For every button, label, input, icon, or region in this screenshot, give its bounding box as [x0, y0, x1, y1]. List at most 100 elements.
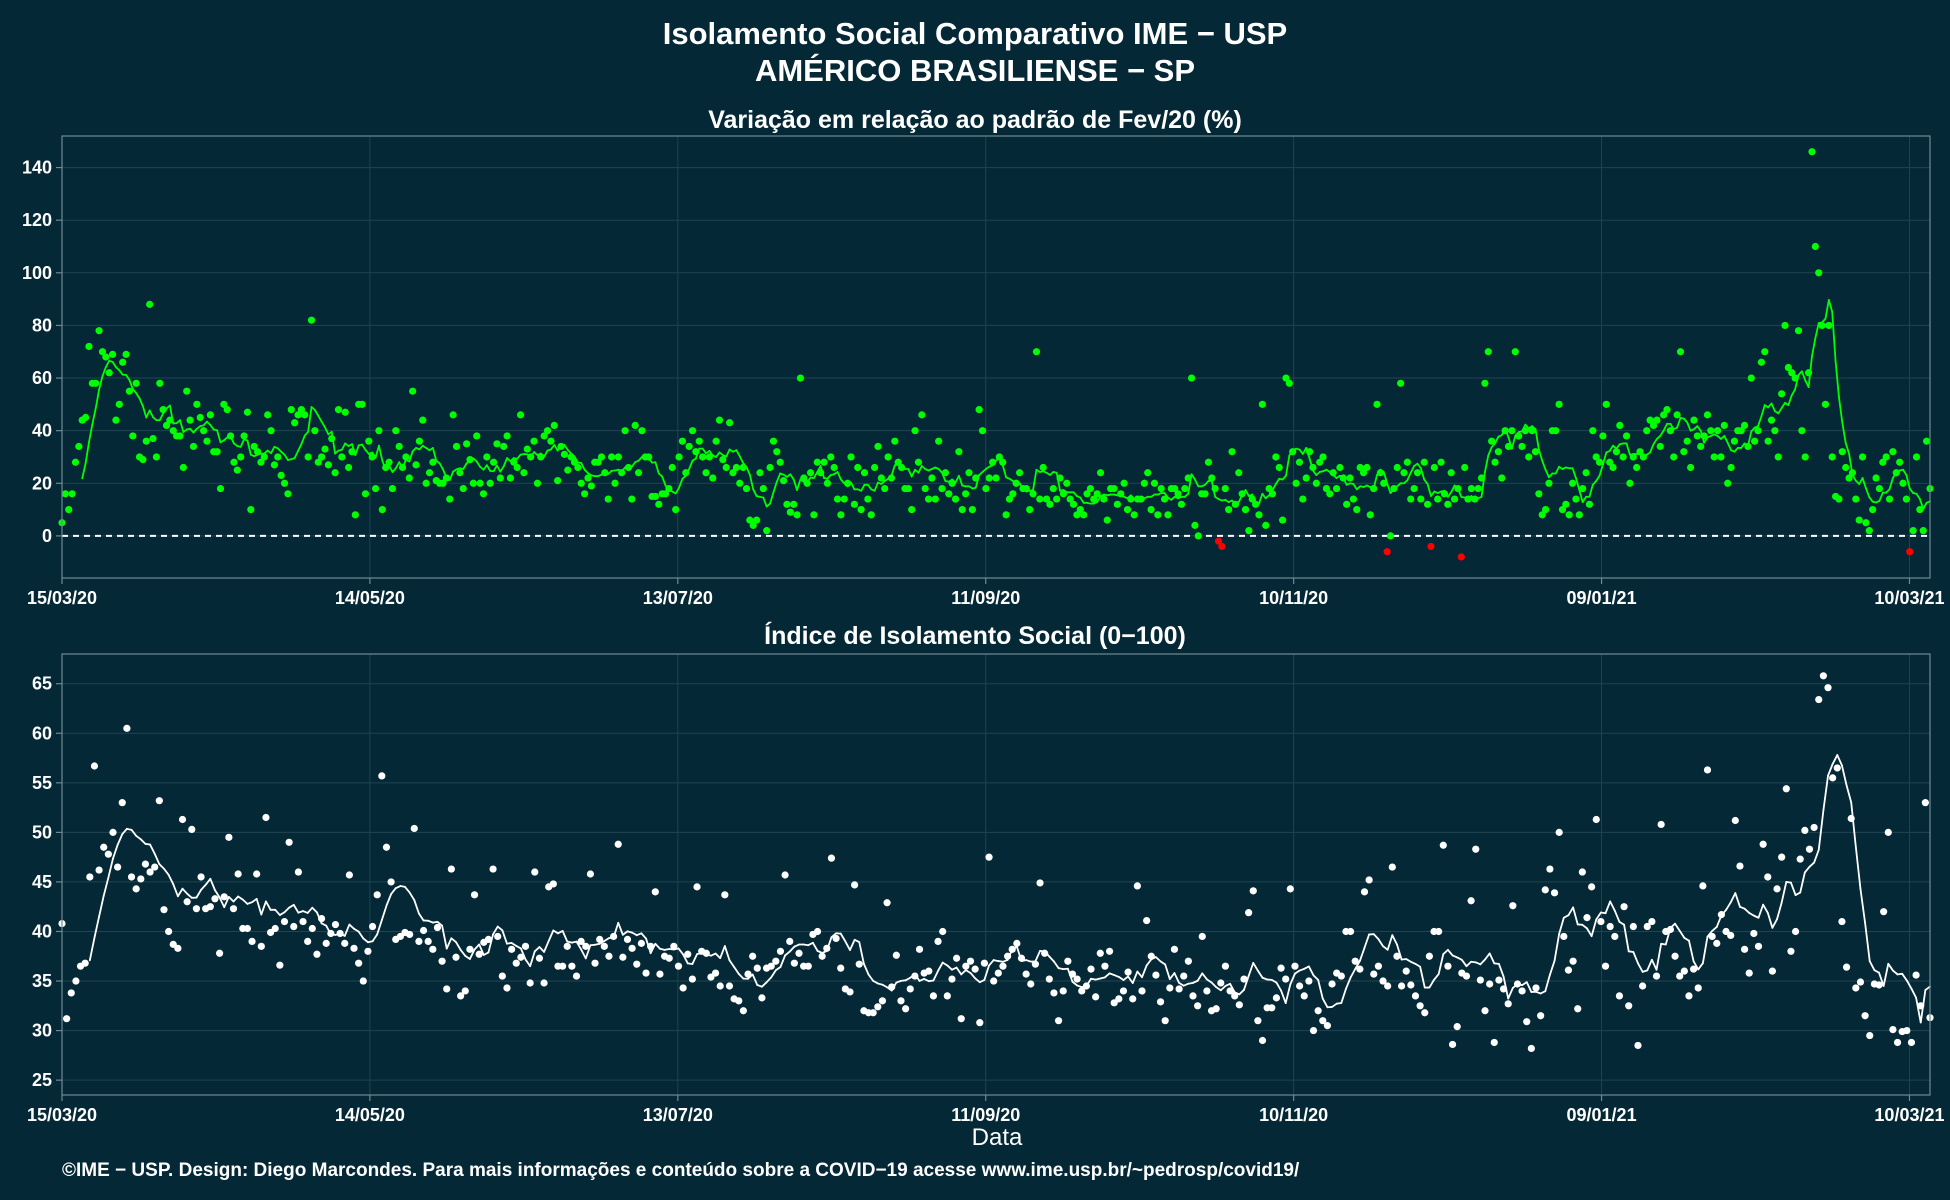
moving-average-segment — [752, 488, 758, 497]
data-point — [1602, 400, 1610, 408]
moving-average-segment — [1817, 809, 1825, 851]
moving-average-segment — [1888, 477, 1894, 491]
data-point — [968, 505, 976, 514]
moving-average-segment — [158, 412, 165, 422]
data-point — [715, 416, 724, 424]
data-point — [1626, 479, 1634, 487]
data-point — [971, 965, 979, 973]
data-point — [1555, 400, 1563, 408]
moving-average-segment — [850, 481, 856, 491]
data-point — [735, 997, 743, 1005]
data-point — [918, 411, 926, 419]
moving-average-segment — [849, 938, 856, 951]
data-point — [95, 327, 103, 335]
data-point — [1384, 982, 1392, 990]
data-point — [378, 772, 386, 780]
data-point — [1902, 495, 1910, 503]
data-point — [105, 369, 113, 377]
data-point — [368, 453, 376, 461]
moving-average-segment — [1678, 929, 1686, 939]
moving-average-segment — [1915, 996, 1922, 1024]
data-point — [832, 934, 840, 943]
data-point — [108, 350, 117, 358]
data-point — [61, 490, 69, 498]
y-tick-label: 140 — [22, 158, 52, 178]
data-point — [550, 421, 558, 430]
moving-average-segment — [496, 464, 502, 473]
data-point — [98, 348, 107, 356]
moving-average-segment — [1173, 972, 1180, 984]
data-point — [243, 924, 252, 933]
y-tick-label: 40 — [32, 921, 52, 941]
data-point — [1784, 363, 1792, 372]
moving-average-segment — [1048, 955, 1055, 963]
data-point — [1912, 453, 1921, 461]
data-point — [587, 482, 595, 490]
data-point — [141, 860, 150, 868]
moving-average-segment — [1553, 932, 1561, 962]
data-point — [1416, 1002, 1424, 1010]
variation-panel: 15/03/20 14/05/20 13/07/20 11/09/20 10/11/20… — [22, 135, 1945, 608]
moving-average-segment — [1340, 987, 1347, 1004]
data-point — [220, 893, 228, 901]
data-point — [1700, 432, 1708, 440]
moving-average-segment — [1331, 1002, 1338, 1008]
moving-average-segment — [1824, 298, 1830, 320]
data-point — [739, 1007, 747, 1015]
data-point — [493, 440, 501, 448]
data-point — [115, 400, 123, 408]
data-point — [1029, 490, 1037, 498]
data-point — [533, 479, 542, 487]
moving-average-segment — [1918, 498, 1925, 510]
moving-average-segment — [1104, 972, 1111, 979]
moving-average-segment — [1285, 454, 1291, 477]
moving-average-segment — [340, 442, 347, 451]
data-point — [827, 453, 835, 461]
data-point — [763, 527, 771, 535]
data-point — [146, 868, 154, 876]
data-point — [1564, 966, 1573, 974]
data-point — [655, 500, 663, 508]
data-point — [118, 799, 126, 807]
data-point — [1794, 327, 1803, 335]
data-point — [560, 450, 569, 458]
data-point — [796, 374, 805, 382]
data-point — [1444, 962, 1452, 970]
moving-average-segment — [867, 973, 875, 982]
data-point — [1889, 1025, 1897, 1034]
data-point — [1477, 474, 1486, 482]
moving-average-segment — [674, 486, 680, 495]
moving-average-segment — [839, 932, 847, 943]
moving-average-segment — [1190, 473, 1196, 481]
data-point — [1730, 437, 1739, 445]
data-point — [1092, 993, 1100, 1001]
data-point — [513, 463, 521, 472]
moving-average-segment — [745, 466, 751, 476]
data-point — [1171, 484, 1179, 493]
data-point — [65, 505, 73, 514]
data-point — [1343, 500, 1351, 508]
data-point — [1388, 863, 1396, 871]
data-point — [857, 505, 865, 514]
page-subtitle: AMÉRICO BRASILIENSE − SP — [755, 53, 1195, 88]
data-point — [897, 997, 905, 1005]
y-tick-label: 30 — [32, 1021, 52, 1041]
data-point — [1277, 964, 1285, 972]
moving-average-segment — [125, 374, 131, 381]
data-point — [1842, 463, 1850, 472]
data-point — [854, 463, 862, 472]
moving-average-segment — [682, 953, 689, 965]
data-point — [1550, 889, 1559, 897]
data-point — [1542, 505, 1550, 514]
data-point — [726, 419, 734, 427]
data-point — [1258, 1036, 1267, 1045]
moving-average-segment — [130, 828, 138, 837]
moving-average-segment — [812, 941, 819, 952]
moving-average-segment — [1567, 906, 1574, 917]
moving-average-segment — [142, 405, 148, 419]
data-point — [1589, 427, 1597, 435]
moving-average-segment — [1908, 487, 1915, 494]
data-point — [512, 959, 520, 967]
moving-average-segment — [937, 961, 944, 972]
data-point — [345, 871, 353, 879]
